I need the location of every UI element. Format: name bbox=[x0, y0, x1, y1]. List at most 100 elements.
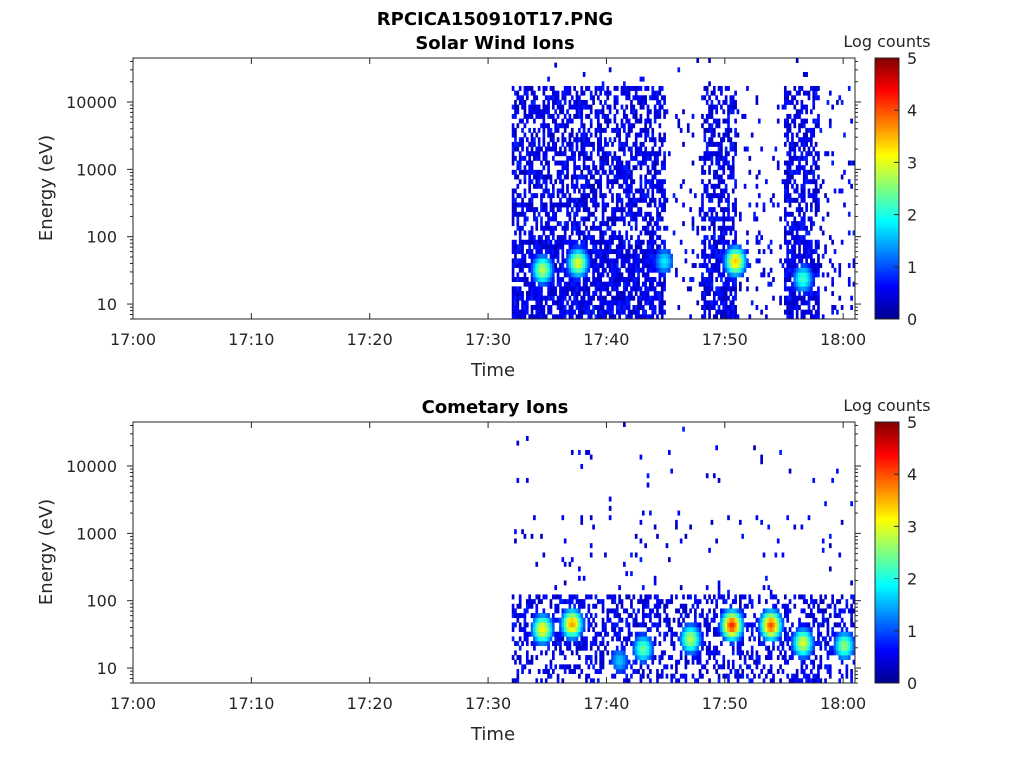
spectrogram-cell bbox=[524, 664, 527, 669]
spectrogram-cell bbox=[732, 109, 735, 114]
spectrogram-cell bbox=[630, 128, 633, 133]
spectrogram-cell bbox=[685, 650, 688, 655]
spectrogram-cell bbox=[630, 268, 633, 273]
spectrogram-cell bbox=[583, 193, 586, 198]
spectrogram-cell bbox=[533, 156, 536, 161]
spectrogram-cell bbox=[561, 254, 564, 259]
spectrogram-cell bbox=[628, 212, 631, 217]
spectrogram-cell bbox=[659, 674, 662, 679]
spectrogram-cell bbox=[566, 212, 569, 217]
spectrogram-cell bbox=[739, 263, 742, 268]
spectrogram-cell bbox=[571, 300, 574, 305]
spectrogram-cell bbox=[777, 632, 780, 637]
spectrogram-cell bbox=[630, 151, 633, 156]
spectrogram-cell bbox=[519, 100, 522, 105]
spectrogram-cell bbox=[850, 636, 853, 641]
spectrogram-cell bbox=[576, 608, 579, 613]
spectrogram-cell bbox=[770, 655, 773, 660]
spectrogram-cell bbox=[618, 664, 621, 669]
spectrogram-cell bbox=[588, 165, 591, 170]
spectrogram-cell bbox=[827, 198, 830, 203]
spectrogram-cell bbox=[524, 114, 527, 119]
spectrogram-cell bbox=[569, 235, 572, 240]
spectrogram-cell bbox=[564, 608, 567, 613]
spectrogram-cell bbox=[732, 207, 735, 212]
spectrogram-cell bbox=[561, 170, 564, 175]
spectrogram-cell bbox=[696, 660, 699, 665]
spectrogram-cell bbox=[611, 282, 614, 287]
spectrogram-cell bbox=[720, 230, 723, 235]
spectrogram-cell bbox=[727, 137, 730, 142]
spectrogram-cell bbox=[611, 156, 614, 161]
spectrogram-cell bbox=[692, 632, 695, 637]
spectrogram-cell bbox=[635, 244, 638, 249]
spectrogram-cell bbox=[543, 310, 546, 315]
spectrogram-cell bbox=[694, 599, 697, 604]
spectrogram-cell bbox=[516, 618, 519, 623]
spectrogram-cell bbox=[623, 291, 626, 296]
spectrogram-cell bbox=[661, 202, 664, 207]
spectrogram-cell bbox=[583, 230, 586, 235]
spectrogram-cell bbox=[649, 254, 652, 259]
spectrogram-cell bbox=[606, 119, 609, 124]
spectrogram-cell bbox=[786, 641, 789, 646]
spectrogram-cell bbox=[810, 660, 813, 665]
spectrogram-cell bbox=[554, 604, 557, 609]
spectrogram-cell bbox=[592, 212, 595, 217]
spectrogram-cell bbox=[737, 641, 740, 646]
spectrogram-cell bbox=[796, 641, 799, 646]
spectrogram-cell bbox=[741, 669, 744, 674]
spectrogram-cell bbox=[550, 296, 553, 301]
spectrogram-cell bbox=[732, 664, 735, 669]
spectrogram-cell bbox=[576, 300, 579, 305]
spectrogram-cell bbox=[734, 105, 737, 110]
spectrogram-cell bbox=[614, 179, 617, 184]
spectrogram-cell bbox=[701, 291, 704, 296]
spectrogram-cell bbox=[576, 133, 579, 138]
spectrogram-cell bbox=[630, 599, 633, 604]
spectrogram-cell bbox=[656, 212, 659, 217]
spectrogram-cell bbox=[604, 119, 607, 124]
spectrogram-cell bbox=[659, 300, 662, 305]
x-tick-label: 17:20 bbox=[347, 330, 393, 349]
spectrogram-cell bbox=[722, 296, 725, 301]
spectrogram-cell bbox=[597, 310, 600, 315]
spectrogram-cell bbox=[692, 674, 695, 679]
spectrogram-cell bbox=[623, 655, 626, 660]
spectrogram-cell bbox=[677, 511, 680, 516]
spectrogram-cell bbox=[784, 212, 787, 217]
spectrogram-cell bbox=[649, 216, 652, 221]
spectrogram-cell bbox=[725, 636, 728, 641]
spectrogram-cell bbox=[850, 305, 853, 310]
spectrogram-cell bbox=[618, 193, 621, 198]
spectrogram-cell bbox=[711, 221, 714, 226]
spectrogram-cell bbox=[543, 613, 546, 618]
spectrogram-cell bbox=[725, 133, 728, 138]
spectrogram-cell bbox=[635, 151, 638, 156]
spectrogram-cell bbox=[827, 622, 830, 627]
spectrogram-cell bbox=[656, 627, 659, 632]
spectrogram-cell bbox=[590, 310, 593, 315]
spectrogram-cell bbox=[789, 151, 792, 156]
spectrogram-cell bbox=[659, 235, 662, 240]
spectrogram-cell bbox=[815, 244, 818, 249]
spectrogram-cell bbox=[786, 515, 789, 520]
spectrogram-cell bbox=[564, 641, 567, 646]
spectrogram-cell bbox=[748, 263, 751, 268]
spectrogram-cell bbox=[791, 650, 794, 655]
spectrogram-cell bbox=[649, 123, 652, 128]
spectrogram-cell bbox=[644, 123, 647, 128]
spectrogram-cell bbox=[630, 613, 633, 618]
spectrogram-cell bbox=[557, 193, 560, 198]
spectrogram-cell bbox=[644, 641, 647, 646]
spectrogram-cell bbox=[642, 272, 645, 277]
spectrogram-cell bbox=[727, 244, 730, 249]
spectrogram-cell bbox=[597, 226, 600, 231]
spectrogram-cell bbox=[713, 133, 716, 138]
spectrogram-cell bbox=[694, 636, 697, 641]
spectrogram-cell bbox=[791, 300, 794, 305]
spectrogram-cell bbox=[850, 119, 853, 124]
spectrogram-cell bbox=[569, 254, 572, 259]
spectrogram-cell bbox=[528, 184, 531, 189]
spectrogram-cell bbox=[715, 244, 718, 249]
